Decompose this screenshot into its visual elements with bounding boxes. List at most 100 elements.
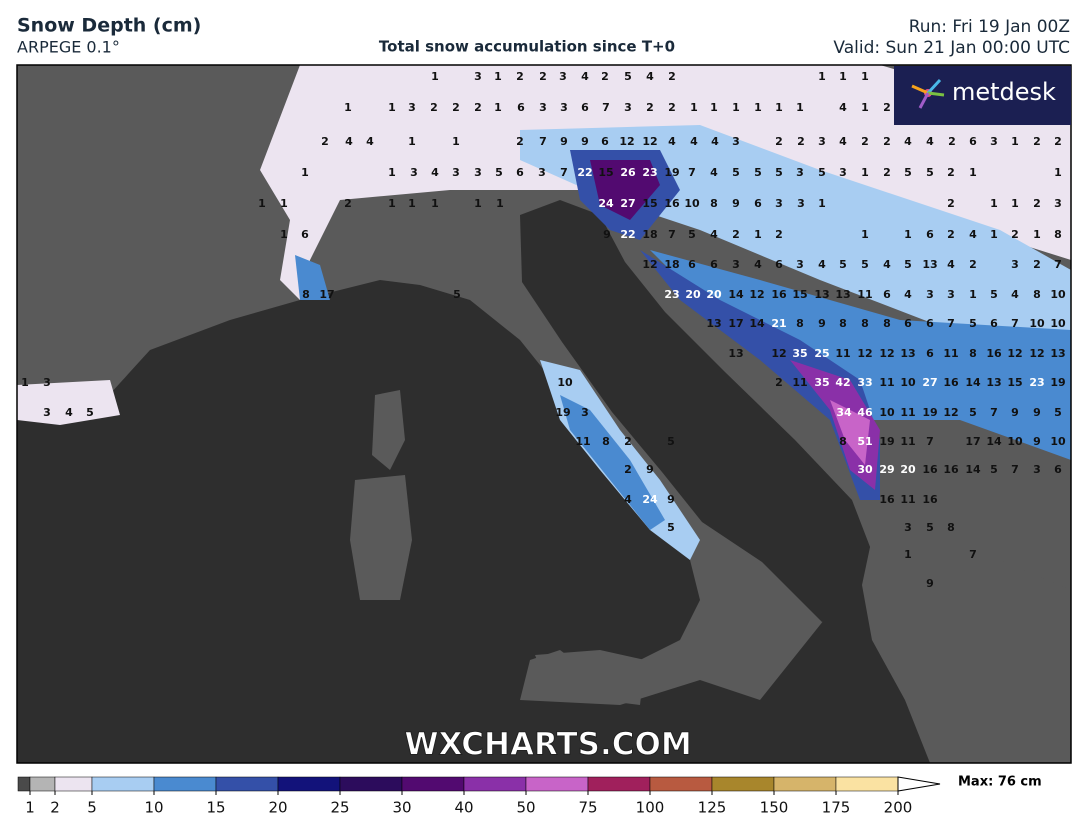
snow-depth-label: 17 — [319, 288, 334, 301]
legend-swatch — [277, 776, 341, 792]
island — [350, 475, 412, 600]
snow-depth-label: 12 — [749, 288, 764, 301]
snow-depth-label: 2 — [948, 135, 956, 148]
snow-depth-label: 10 — [1050, 288, 1066, 301]
snow-depth-label: 6 — [990, 317, 998, 330]
snow-depth-label: 3 — [904, 521, 912, 534]
snow-depth-label: 3 — [1054, 197, 1062, 210]
snow-depth-label: 1 — [861, 101, 869, 114]
snow-depth-label: 1 — [344, 101, 352, 114]
snow-depth-label: 1 — [710, 101, 718, 114]
snow-depth-label: 5 — [904, 258, 912, 271]
snow-depth-label: 3 — [43, 376, 51, 389]
snow-depth-label: 2 — [883, 166, 891, 179]
snow-depth-label: 11 — [575, 435, 590, 448]
snow-depth-label: 16 — [922, 493, 938, 506]
snow-depth-label: 8 — [861, 317, 869, 330]
snow-depth-label: 1 — [496, 197, 504, 210]
snow-depth-label: 1 — [301, 166, 309, 179]
snow-depth-label: 4 — [345, 135, 353, 148]
snow-depth-label: 6 — [581, 101, 589, 114]
snow-depth-label: 1 — [904, 228, 912, 241]
snow-depth-label: 1 — [861, 166, 869, 179]
snow-depth-label: 42 — [835, 376, 850, 389]
snow-depth-label: 1 — [258, 197, 266, 210]
snow-depth-label: 2 — [344, 197, 352, 210]
legend-swatch — [835, 776, 899, 792]
snow-depth-label: 5 — [839, 258, 847, 271]
snow-depth-label: 7 — [926, 435, 934, 448]
snow-depth-label: 9 — [1033, 406, 1041, 419]
run: Run: Fri 19 Jan 00Z — [909, 17, 1070, 37]
legend-tick-label: 5 — [87, 799, 97, 817]
snow-depth-label: 2 — [1054, 135, 1062, 148]
snow-depth-label: 7 — [539, 135, 547, 148]
snow-depth-label: 12 — [943, 406, 958, 419]
snow-depth-label: 5 — [926, 166, 934, 179]
map: 1 3 1 2 2 3 4 2 5 4 2 1 1 11 1 3 2 2 2 1 6 3 3 6 7 3 2 2 1 1 1 1 1 1 4 1 22 4… — [16, 64, 1072, 764]
snow-depth-label: 1 — [280, 228, 288, 241]
snow-depth-label: 11 — [900, 493, 915, 506]
snow-depth-label: 4 — [904, 288, 912, 301]
snow-depth-label: 4 — [883, 258, 891, 271]
snow-depth-label: 11 — [835, 347, 850, 360]
snow-depth-label: 10 — [1029, 317, 1045, 330]
snow-depth-label: 1 — [494, 70, 502, 83]
snow-depth-label: 8 — [839, 317, 847, 330]
snow-depth-label: 12 — [619, 135, 634, 148]
legend-swatch — [463, 776, 527, 792]
snow-depth-label: 9 — [926, 577, 934, 590]
snow-depth-label: 6 — [710, 258, 718, 271]
legend-swatch — [711, 776, 775, 792]
legend-swatch — [649, 776, 713, 792]
snow-depth-label: 7 — [560, 166, 568, 179]
snow-depth-label: 3 — [839, 166, 847, 179]
snow-depth-label: 9 — [646, 463, 654, 476]
snow-depth-label: 6 — [775, 258, 783, 271]
snow-depth-label: 19 — [879, 435, 894, 448]
snow-depth-label: 4 — [366, 135, 374, 148]
legend-swatch — [339, 776, 403, 792]
legend-arrow — [897, 776, 941, 792]
snow-depth-label: 27 — [620, 197, 635, 210]
snow-depth-label: 25 — [814, 347, 829, 360]
legend-swatch — [525, 776, 589, 792]
island — [372, 390, 405, 470]
snow-depth-label: 2 — [775, 228, 783, 241]
snow-depth-label: 2 — [947, 228, 955, 241]
snow — [560, 395, 665, 530]
snow-depth-label: 3 — [452, 166, 460, 179]
snow — [650, 250, 1071, 460]
snow-depth-label: 5 — [904, 166, 912, 179]
snow-depth-label: 4 — [969, 228, 977, 241]
snow-depth-label: 12 — [857, 347, 872, 360]
snow-depth-label: 11 — [792, 376, 807, 389]
snow-depth-label: 20 — [685, 288, 701, 301]
logo-icon — [911, 78, 945, 109]
snow-depth-label: 17 — [965, 435, 980, 448]
snow-depth-label: 2 — [861, 135, 869, 148]
snow-depth-label: 3 — [560, 101, 568, 114]
snow-depth-label: 14 — [965, 376, 981, 389]
snow-depth-label: 4 — [839, 101, 847, 114]
snow-depth-label: 5 — [969, 406, 977, 419]
land — [862, 500, 1071, 763]
snow-depth-label: 19 — [1050, 376, 1065, 389]
snow — [590, 160, 660, 220]
snow-depth-label: 2 — [668, 70, 676, 83]
snow-depth-label: 2 — [1033, 197, 1041, 210]
legend-tick-label: 175 — [822, 799, 851, 817]
snow-depth-label: 22 — [620, 228, 635, 241]
snow-depth-label: 4 — [947, 258, 955, 271]
legend-swatch — [153, 776, 217, 792]
snow-depth-label: 15 — [792, 288, 807, 301]
snow-depth-label: 8 — [602, 435, 610, 448]
legend-tick-label: 50 — [516, 799, 535, 817]
snow-depth-label: 17 — [728, 317, 743, 330]
snow-depth-label: 10 — [1050, 317, 1066, 330]
snow-depth-label: 7 — [990, 406, 998, 419]
snow-depth-label: 1 — [431, 70, 439, 83]
snow-depth-label: 7 — [1054, 258, 1062, 271]
snow-depth-label: 10 — [879, 406, 895, 419]
legend-tick-label: 1 — [25, 799, 35, 817]
